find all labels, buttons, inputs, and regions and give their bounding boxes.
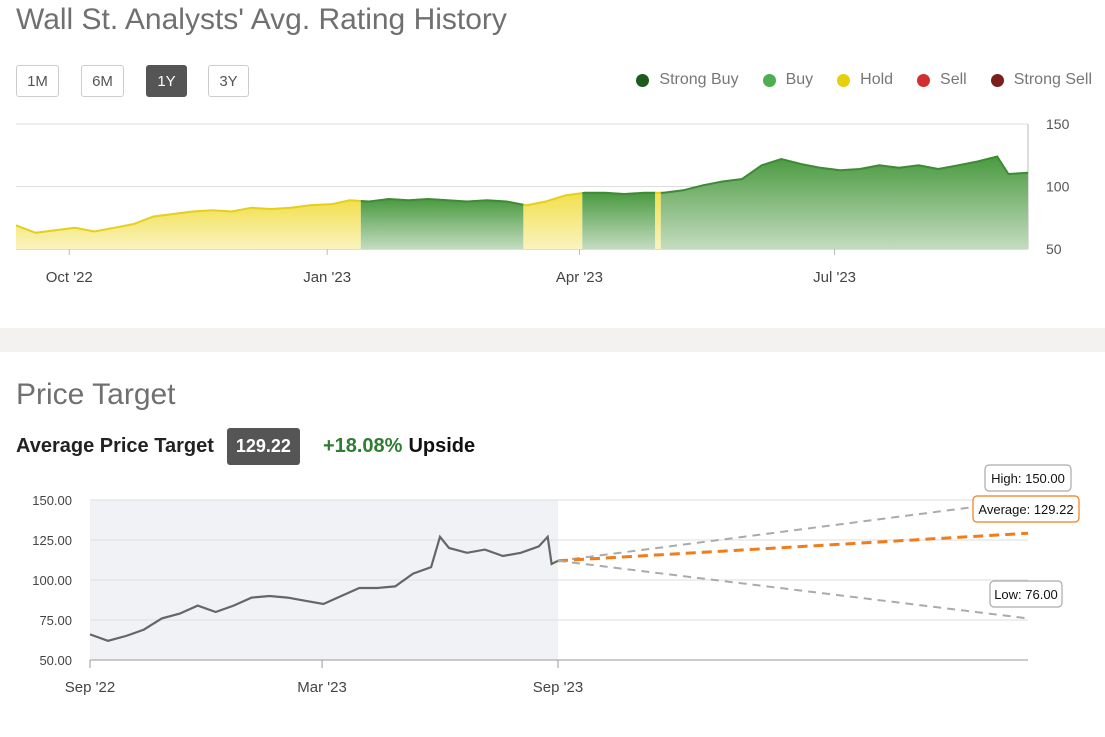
target-label-text: High: 150.00	[991, 471, 1065, 486]
x-tick-label: Mar '23	[297, 679, 347, 696]
y-tick-label: 100.00	[32, 573, 72, 588]
legend-item-strong-sell[interactable]: Strong Sell	[990, 71, 1092, 89]
strong-buy-dot-icon	[636, 73, 650, 87]
x-tick-label: Jul '23	[813, 269, 856, 286]
legend-label: Strong Sell	[1013, 71, 1092, 88]
x-tick-label: Sep '23	[533, 679, 583, 696]
history-shading	[90, 500, 558, 660]
buy-line	[582, 191, 656, 196]
legend-label: Buy	[785, 71, 814, 88]
buy-line	[360, 197, 524, 206]
strong-sell-dot-icon	[990, 73, 1004, 87]
legend-label: Hold	[860, 71, 894, 88]
range-3y-button[interactable]: 3Y	[208, 65, 249, 97]
target-label-box	[984, 464, 1072, 492]
hold-area	[523, 193, 583, 249]
average-price-target-row: Average Price Target 129.22 +18.08% Upsi…	[16, 428, 475, 465]
target-label-box	[989, 580, 1063, 608]
high-forecast-line	[557, 499, 1029, 562]
target-label-text: Average: 129.22	[978, 502, 1073, 517]
buy-dot-icon	[762, 73, 776, 87]
y-tick-label: 125.00	[32, 533, 72, 548]
sell-dot-icon	[917, 73, 931, 87]
high-target-label: High: 150.00	[984, 464, 1072, 492]
y-tick-label: 75.00	[39, 613, 72, 628]
range-1y-button[interactable]: 1Y	[146, 65, 187, 97]
buy-area	[660, 156, 1028, 249]
hold-line	[15, 199, 361, 234]
range-1m-button[interactable]: 1M	[16, 65, 59, 97]
target-label-box	[972, 495, 1080, 523]
x-tick-label: Oct '22	[46, 269, 93, 286]
upside-label: Upside	[408, 435, 476, 457]
y-tick-label: 50.00	[39, 653, 72, 668]
hold-area	[16, 200, 361, 249]
price-target-title: Price Target	[16, 378, 176, 411]
average-price-target-badge: 129.22	[226, 428, 300, 465]
x-tick-label: Jan '23	[303, 269, 351, 286]
hold-line	[523, 192, 583, 207]
buy-area	[360, 199, 524, 249]
average-target-label: Average: 129.22	[972, 495, 1080, 523]
average-forecast-line	[557, 531, 1029, 563]
x-tick-label: Sep '22	[65, 679, 115, 696]
legend-label: Sell	[940, 71, 967, 88]
rating-history-title: Wall St. Analysts' Avg. Rating History	[16, 3, 507, 36]
legend-item-sell[interactable]: Sell	[917, 71, 967, 89]
hold-dot-icon	[837, 73, 851, 87]
x-tick-label: Apr '23	[556, 269, 603, 286]
legend-item-strong-buy[interactable]: Strong Buy	[636, 71, 739, 89]
legend-item-hold[interactable]: Hold	[837, 71, 893, 89]
y-tick-label: 150.00	[32, 493, 72, 508]
hold-area	[655, 192, 661, 249]
y-tick-label: 150	[1046, 116, 1070, 132]
rating-legend: Strong Buy Buy Hold Sell Strong Sell	[636, 71, 1092, 89]
buy-line	[660, 155, 1029, 194]
legend-label: Strong Buy	[659, 71, 739, 88]
y-tick-label: 50	[1046, 241, 1062, 257]
rating-history-chart[interactable]: 50 100 150 Oct '22 Jan '23 Apr '23 Jul '23	[0, 0, 1105, 310]
buy-area	[582, 192, 656, 249]
section-divider	[0, 328, 1105, 352]
y-tick-label: 100	[1046, 179, 1070, 195]
range-6m-button[interactable]: 6M	[81, 65, 124, 97]
average-price-target-label: Average Price Target	[16, 435, 214, 457]
price-history-line	[89, 534, 559, 642]
target-label-text: Low: 76.00	[994, 587, 1058, 602]
upside-percent: +18.08%	[322, 435, 403, 457]
legend-item-buy[interactable]: Buy	[762, 71, 814, 89]
low-target-label: Low: 76.00	[989, 580, 1063, 608]
low-forecast-line	[557, 559, 1029, 620]
